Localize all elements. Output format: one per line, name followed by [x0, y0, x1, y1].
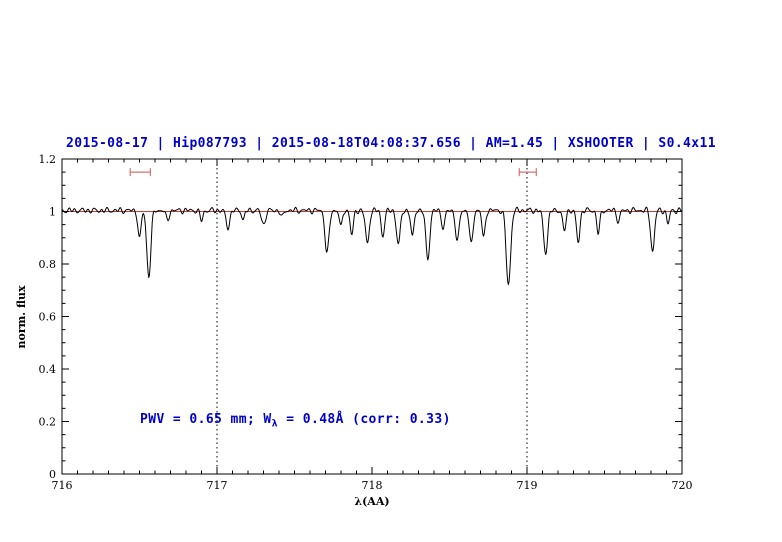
y-tick-label: 1: [49, 206, 56, 219]
annotation-suffix: = 0.48Å (corr: 0.33): [278, 412, 451, 427]
tick-labels: 716 717 718 719 720 0 0.2 0.4 0.6 0.8 1 1.2: [39, 153, 693, 492]
y-axis-label: norm. flux: [15, 285, 28, 348]
axis-ticks: [61, 158, 683, 475]
plot-title: 2015-08-17 | Hip087793 | 2015-08-18T04:0…: [66, 136, 716, 151]
y-tick-label: 0: [49, 468, 56, 481]
plot-dynamic-layer: 716 717 718 719 720 0 0.2 0.4 0.6 0.8 1 1.2: [39, 153, 693, 492]
x-axis-label: λ(AA): [354, 495, 389, 508]
x-tick-label: 717: [207, 479, 228, 492]
annotation-prefix: PWV = 0.65 mm; W: [140, 412, 272, 427]
y-tick-label: 0.2: [39, 416, 57, 429]
y-tick-label: 0.8: [39, 258, 57, 271]
measurement-marker: [129, 168, 151, 177]
y-tick-label: 0.4: [39, 363, 57, 376]
y-tick-label: 1.2: [39, 153, 57, 166]
measurement-marker: [518, 168, 537, 177]
annotation-subscript: λ: [271, 418, 279, 430]
plot-frame: [61, 158, 683, 475]
spectrum-line: [61, 206, 682, 286]
y-tick-label: 0.6: [39, 311, 57, 324]
x-tick-label: 718: [362, 479, 383, 492]
x-tick-label: 716: [52, 479, 73, 492]
pwv-annotation: PWV = 0.65 mm; Wλ = 0.48Å (corr: 0.33): [140, 412, 451, 430]
x-tick-label: 720: [672, 479, 693, 492]
x-tick-label: 719: [517, 479, 538, 492]
